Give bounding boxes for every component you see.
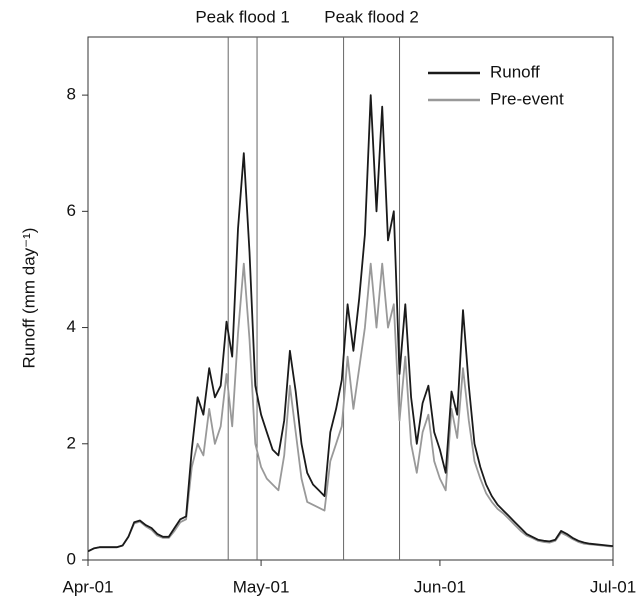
plot-frame [87, 36, 614, 561]
y-tick-label: 0 [67, 549, 76, 568]
y-tick-label: 8 [67, 85, 76, 104]
x-tick-label: May-01 [233, 577, 290, 596]
x-tick-label: Apr-01 [62, 577, 113, 596]
annotation: Peak flood 2 [324, 7, 419, 26]
y-tick-label: 6 [67, 201, 76, 220]
y-tick-label: 2 [67, 433, 76, 452]
y-tick-label: 4 [67, 317, 76, 336]
series-line [87, 94, 614, 553]
annotation: Peak flood 1 [195, 7, 290, 26]
x-tick-label: Jul-01 [590, 577, 636, 596]
y-axis-label: Runoff (mm day⁻¹) [19, 228, 38, 369]
legend-label: Pre-event [490, 89, 564, 108]
x-tick-label: Jun-01 [414, 577, 466, 596]
series-line [87, 262, 614, 553]
legend-label: Runoff [490, 62, 540, 81]
